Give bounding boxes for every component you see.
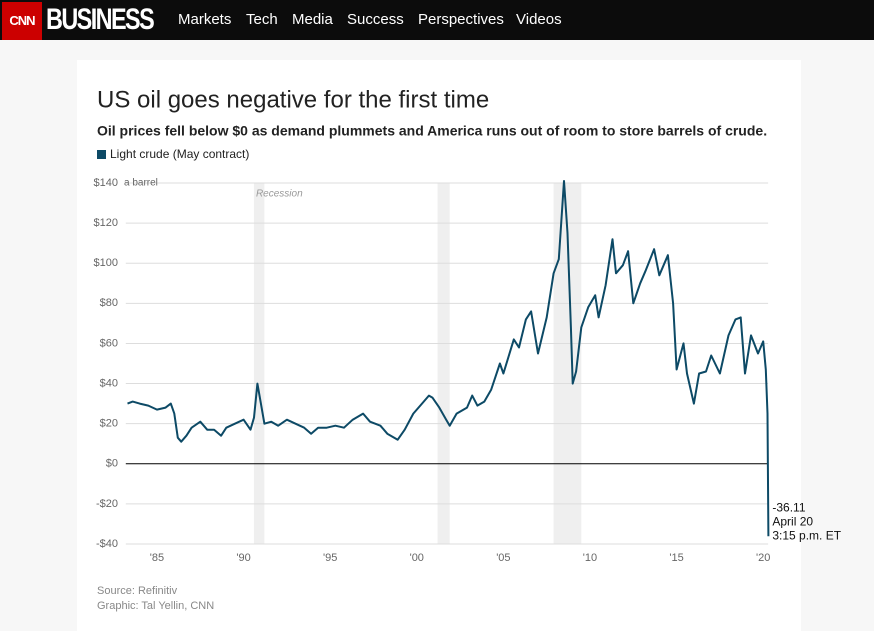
x-tick-label: '00 <box>410 552 424 564</box>
y-tick-label: $120 <box>94 217 118 229</box>
legend-swatch <box>97 150 106 159</box>
annotation-date: April 20 <box>772 514 813 528</box>
x-tick-label: '05 <box>496 552 510 564</box>
y-tick-label: $140 <box>94 177 118 189</box>
x-tick-label: '20 <box>756 552 770 564</box>
chart-title: US oil goes negative for the first time <box>97 86 489 113</box>
recession-band <box>253 183 265 544</box>
x-tick-label: '90 <box>236 552 250 564</box>
annotation-value: -36.11 <box>772 500 805 514</box>
recession-band <box>437 183 450 544</box>
legend-label: Light crude (May contract) <box>110 147 249 161</box>
nav-bar: CNN BUSINESS Markets Tech Media Success Pers… <box>0 0 874 40</box>
y-tick-label: $100 <box>94 257 118 269</box>
brand[interactable]: BUSINESS <box>46 3 155 36</box>
y-unit-note: a barrel <box>124 178 158 189</box>
nav-item[interactable]: Media <box>292 11 333 28</box>
nav-item[interactable]: Success <box>347 11 404 28</box>
y-tick-label: $40 <box>100 377 118 389</box>
chart-subtitle: Oil prices fell below $0 as demand plumm… <box>97 123 767 139</box>
y-tick-label: $0 <box>106 458 118 470</box>
nav-item[interactable]: Perspectives <box>418 11 504 28</box>
x-tick-label: '85 <box>150 552 164 564</box>
recession-label: Recession <box>256 189 303 200</box>
price-line <box>127 180 770 537</box>
credit: Graphic: Tal Yellin, CNN <box>97 600 214 612</box>
y-tick-label: $60 <box>100 337 118 349</box>
x-tick-label: '15 <box>669 552 683 564</box>
nav-item[interactable]: Markets <box>178 11 232 28</box>
nav-item[interactable]: Tech <box>246 11 278 28</box>
annotation-time: 3:15 p.m. ET <box>772 528 841 542</box>
y-tick-label: -$20 <box>96 498 118 510</box>
y-tick-label: $80 <box>100 297 118 309</box>
nav-item[interactable]: Videos <box>516 11 562 28</box>
x-tick-label: '10 <box>583 552 597 564</box>
y-tick-label: $20 <box>100 418 118 430</box>
logo[interactable]: CNN <box>2 2 42 40</box>
source: Source: Refinitiv <box>97 585 178 597</box>
x-tick-label: '95 <box>323 552 337 564</box>
y-tick-label: -$40 <box>96 538 118 550</box>
